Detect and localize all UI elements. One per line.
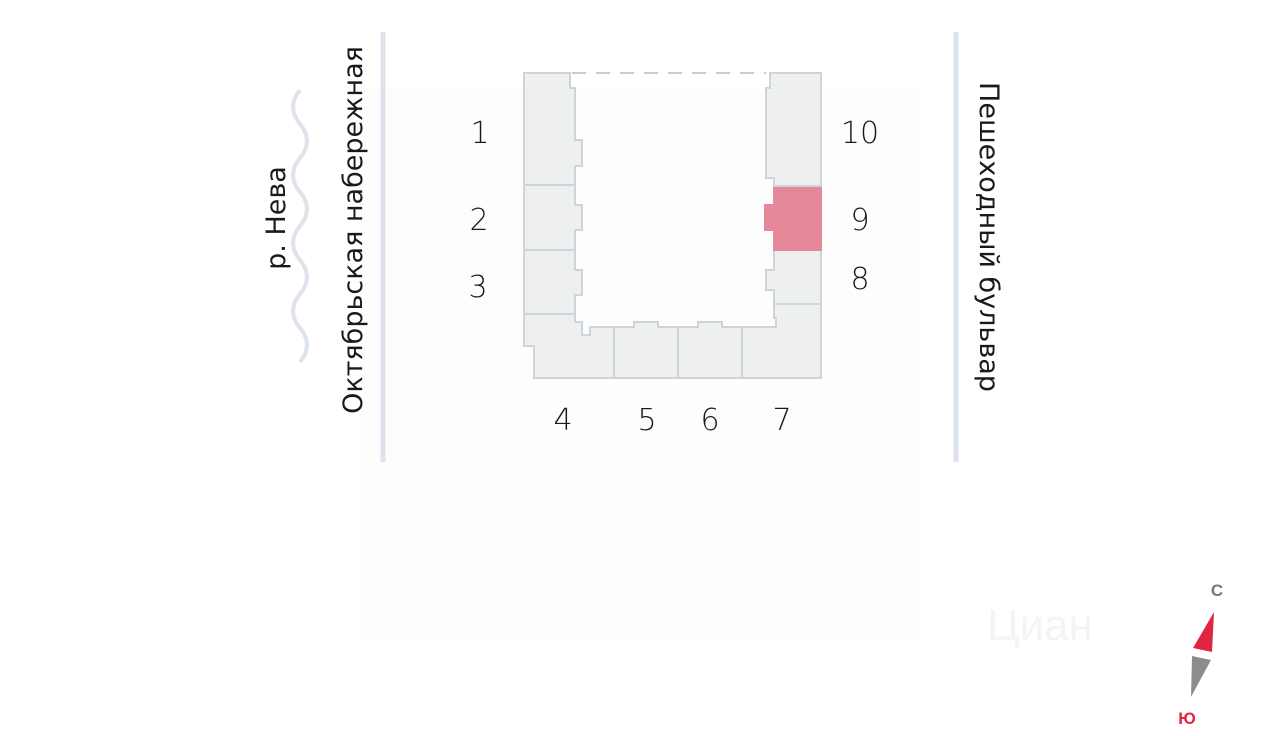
- section-1[interactable]: [523, 72, 583, 186]
- river-wave-icon: [291, 88, 309, 364]
- section-4[interactable]: [523, 313, 615, 379]
- section-label-3: 3: [468, 270, 487, 305]
- section-label-8: 8: [850, 262, 869, 297]
- section-10[interactable]: [765, 72, 822, 187]
- boulevard-label: Пешеходный бульвар: [973, 82, 1004, 392]
- section-label-1: 1: [470, 116, 489, 151]
- embankment-label: Октябрьская набережная: [338, 46, 369, 414]
- section-label-5: 5: [637, 403, 656, 438]
- section-label-9: 9: [850, 203, 869, 238]
- compass-south-arrow: [1191, 656, 1211, 697]
- compass-north-label: С: [1211, 581, 1223, 600]
- compass-icon: С Ю: [1178, 581, 1223, 728]
- section-8[interactable]: [765, 249, 822, 305]
- section-label-10: 10: [841, 116, 879, 151]
- section-9[interactable]: [764, 185, 822, 251]
- section-6[interactable]: [677, 321, 743, 379]
- section-5[interactable]: [613, 321, 679, 379]
- section-label-4: 4: [553, 403, 572, 438]
- compass-south-label: Ю: [1178, 709, 1196, 728]
- section-label-7: 7: [772, 403, 791, 438]
- section-2[interactable]: [523, 184, 583, 251]
- section-label-2: 2: [469, 203, 488, 238]
- watermark-logo: Циан: [987, 601, 1093, 650]
- river-label: р. Нева: [261, 166, 292, 270]
- section-label-6: 6: [700, 403, 719, 438]
- section-3[interactable]: [523, 249, 583, 315]
- compass-north-arrow: [1193, 612, 1214, 652]
